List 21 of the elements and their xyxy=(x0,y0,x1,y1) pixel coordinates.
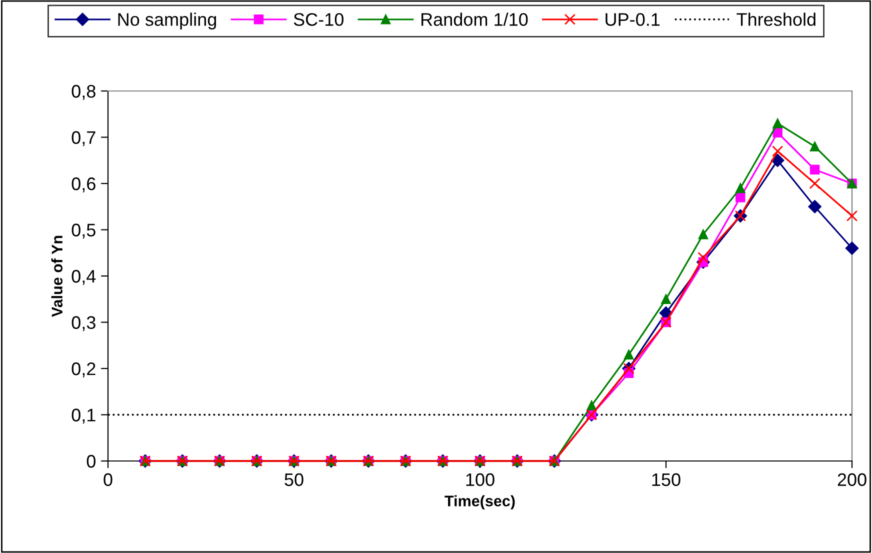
x-tick-label: 150 xyxy=(652,473,680,486)
y-tick-label: 0 xyxy=(86,454,96,468)
y-tick-label: 0,7 xyxy=(72,131,96,146)
y-tick-label: 0,6 xyxy=(72,177,96,192)
legend-label: Threshold xyxy=(736,12,816,26)
y-tick-label: 0,3 xyxy=(72,316,96,332)
y-axis-title: Value of Yn xyxy=(51,236,63,317)
legend-label: No sampling xyxy=(118,12,216,30)
x-tick-label: 0 xyxy=(104,473,112,486)
x-tick-label: 50 xyxy=(284,473,304,486)
y-tick-label: 0,4 xyxy=(72,270,96,285)
x-axis-title: Time(sec) xyxy=(444,495,515,510)
x-tick-label: 200 xyxy=(838,473,866,486)
legend-label: UP-0.1 xyxy=(606,13,660,26)
y-tick-label: 0,8 xyxy=(72,84,96,100)
x-tick-label: 100 xyxy=(466,473,494,486)
legend-label: Random 1/10 xyxy=(422,12,528,26)
legend-label: SC-10 xyxy=(294,13,344,26)
y-tick-label: 0,2 xyxy=(72,362,96,378)
y-tick-label: 0,1 xyxy=(72,408,96,424)
y-tick-label: 0,5 xyxy=(72,224,96,239)
